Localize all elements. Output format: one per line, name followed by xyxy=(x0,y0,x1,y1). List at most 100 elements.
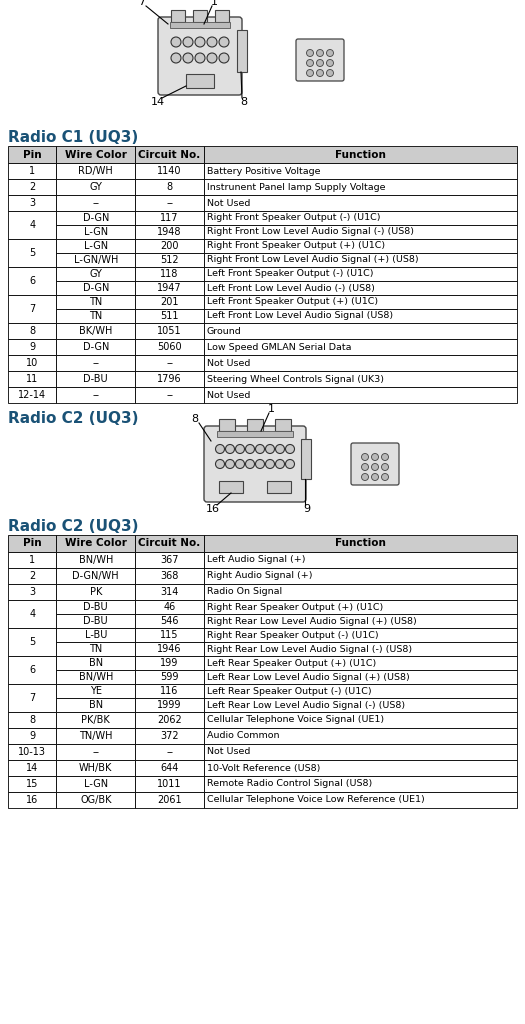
Circle shape xyxy=(382,454,388,461)
Bar xyxy=(275,419,291,431)
Bar xyxy=(204,584,517,600)
FancyBboxPatch shape xyxy=(204,426,306,502)
Text: 1796: 1796 xyxy=(158,374,182,384)
Bar xyxy=(56,568,135,584)
Text: Left Front Low Level Audio Signal (US8): Left Front Low Level Audio Signal (US8) xyxy=(207,311,393,321)
Bar xyxy=(8,776,56,792)
Bar xyxy=(56,309,135,323)
Text: Audio Common: Audio Common xyxy=(207,731,279,740)
Text: GY: GY xyxy=(89,182,102,193)
Text: Battery Positive Voltage: Battery Positive Voltage xyxy=(207,167,320,175)
FancyBboxPatch shape xyxy=(158,17,242,95)
Bar xyxy=(8,600,56,628)
Text: Radio C2 (UQ3): Radio C2 (UQ3) xyxy=(8,411,139,426)
Bar xyxy=(135,179,204,195)
Bar xyxy=(247,419,263,431)
Circle shape xyxy=(276,460,285,469)
Bar xyxy=(135,776,204,792)
Text: Wire Color: Wire Color xyxy=(65,539,127,549)
Bar xyxy=(135,163,204,179)
Text: Left Audio Signal (+): Left Audio Signal (+) xyxy=(207,555,306,564)
Text: 201: 201 xyxy=(160,297,179,307)
Bar xyxy=(204,760,517,776)
Bar xyxy=(135,712,204,728)
Circle shape xyxy=(256,444,265,454)
Bar xyxy=(204,792,517,808)
Text: 4: 4 xyxy=(29,609,35,618)
Bar xyxy=(56,584,135,600)
Text: D-GN: D-GN xyxy=(82,342,109,352)
Circle shape xyxy=(236,460,245,469)
Bar xyxy=(135,552,204,568)
Bar xyxy=(8,163,56,179)
Bar xyxy=(135,760,204,776)
Bar xyxy=(56,628,135,642)
Bar xyxy=(56,239,135,253)
Bar xyxy=(204,211,517,225)
Circle shape xyxy=(215,444,225,454)
Text: PK/BK: PK/BK xyxy=(81,715,110,725)
Bar xyxy=(301,439,311,479)
Text: 2061: 2061 xyxy=(158,795,182,805)
Text: 1: 1 xyxy=(268,404,275,414)
Text: Cellular Telephone Voice Signal (UE1): Cellular Telephone Voice Signal (UE1) xyxy=(207,716,384,725)
Text: Right Front Speaker Output (+) (U1C): Right Front Speaker Output (+) (U1C) xyxy=(207,242,385,251)
Text: Not Used: Not Used xyxy=(207,358,250,368)
Bar xyxy=(204,195,517,211)
Bar xyxy=(217,431,293,437)
Text: 10-13: 10-13 xyxy=(18,746,46,757)
Text: 5060: 5060 xyxy=(158,342,182,352)
Bar xyxy=(56,614,135,628)
Circle shape xyxy=(171,53,181,63)
Text: Instrunent Panel lamp Supply Voltage: Instrunent Panel lamp Supply Voltage xyxy=(207,182,385,191)
Bar xyxy=(204,535,517,552)
Text: 367: 367 xyxy=(160,555,179,565)
Text: Not Used: Not Used xyxy=(207,390,250,399)
Text: 1948: 1948 xyxy=(158,227,182,237)
Text: Right Rear Low Level Audio Signal (-) (US8): Right Rear Low Level Audio Signal (-) (U… xyxy=(207,644,412,653)
Text: 1: 1 xyxy=(29,555,35,565)
Text: Right Rear Speaker Output (-) (U1C): Right Rear Speaker Output (-) (U1C) xyxy=(207,631,379,640)
Bar xyxy=(204,239,517,253)
Text: Pin: Pin xyxy=(23,150,41,160)
Bar xyxy=(219,419,235,431)
Text: 16: 16 xyxy=(26,795,38,805)
Text: 199: 199 xyxy=(161,658,179,668)
Text: OG/BK: OG/BK xyxy=(80,795,111,805)
Text: --: -- xyxy=(166,746,173,757)
Text: Low Speed GMLAN Serial Data: Low Speed GMLAN Serial Data xyxy=(207,342,351,351)
Circle shape xyxy=(266,460,275,469)
Text: Steering Wheel Controls Signal (UK3): Steering Wheel Controls Signal (UK3) xyxy=(207,375,384,384)
Bar xyxy=(204,281,517,295)
Text: 1051: 1051 xyxy=(158,326,182,336)
Text: --: -- xyxy=(166,390,173,400)
Bar xyxy=(8,211,56,239)
Text: 10: 10 xyxy=(26,358,38,368)
Text: YE: YE xyxy=(90,686,102,696)
Circle shape xyxy=(219,53,229,63)
Text: 6: 6 xyxy=(29,665,35,675)
FancyBboxPatch shape xyxy=(296,39,344,81)
Bar xyxy=(204,628,517,642)
Text: 7: 7 xyxy=(29,693,35,703)
Text: GY: GY xyxy=(89,269,102,279)
Circle shape xyxy=(183,37,193,47)
Text: --: -- xyxy=(92,390,99,400)
Text: 8: 8 xyxy=(166,182,173,193)
Text: 2: 2 xyxy=(29,571,35,581)
Text: D-GN/WH: D-GN/WH xyxy=(72,571,119,581)
Bar xyxy=(135,628,204,642)
Circle shape xyxy=(236,444,245,454)
Circle shape xyxy=(382,473,388,480)
Text: 8: 8 xyxy=(29,326,35,336)
Circle shape xyxy=(362,473,369,480)
Bar xyxy=(204,712,517,728)
Bar xyxy=(56,146,135,163)
Text: BN: BN xyxy=(89,700,103,710)
Bar xyxy=(135,684,204,698)
Text: Radio C2 (UQ3): Radio C2 (UQ3) xyxy=(8,519,139,534)
Bar xyxy=(135,211,204,225)
Text: 1946: 1946 xyxy=(158,644,182,654)
Bar xyxy=(204,267,517,281)
Bar xyxy=(204,146,517,163)
